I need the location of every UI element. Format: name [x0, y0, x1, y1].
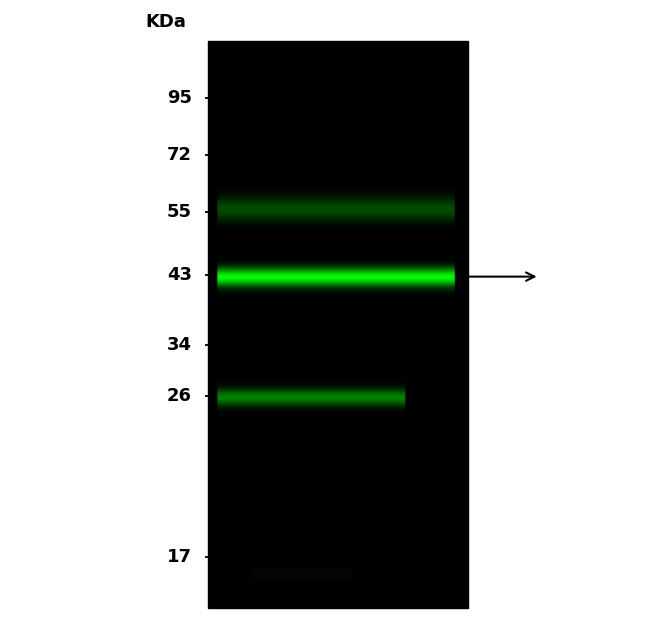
- Text: 95: 95: [167, 89, 192, 107]
- Text: 43: 43: [167, 266, 192, 284]
- Text: 26: 26: [167, 387, 192, 404]
- Text: 72: 72: [167, 146, 192, 164]
- Text: A: A: [333, 13, 349, 32]
- Text: 17: 17: [167, 548, 192, 566]
- Text: 55: 55: [167, 203, 192, 221]
- Text: KDa: KDa: [146, 13, 186, 31]
- Text: 34: 34: [167, 336, 192, 354]
- Bar: [208, 41, 468, 608]
